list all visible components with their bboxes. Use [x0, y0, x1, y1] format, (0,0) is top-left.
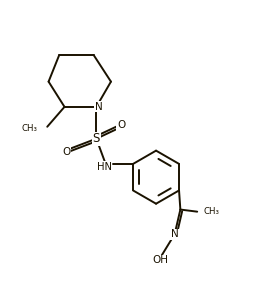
Text: HN: HN	[97, 162, 112, 172]
Text: N: N	[95, 102, 102, 112]
Text: O: O	[117, 120, 125, 130]
Text: CH₃: CH₃	[21, 124, 37, 132]
Text: N: N	[171, 229, 179, 239]
Text: O: O	[62, 147, 70, 157]
Text: CH₃: CH₃	[204, 207, 220, 216]
Text: OH: OH	[152, 255, 168, 265]
Text: S: S	[93, 132, 100, 145]
